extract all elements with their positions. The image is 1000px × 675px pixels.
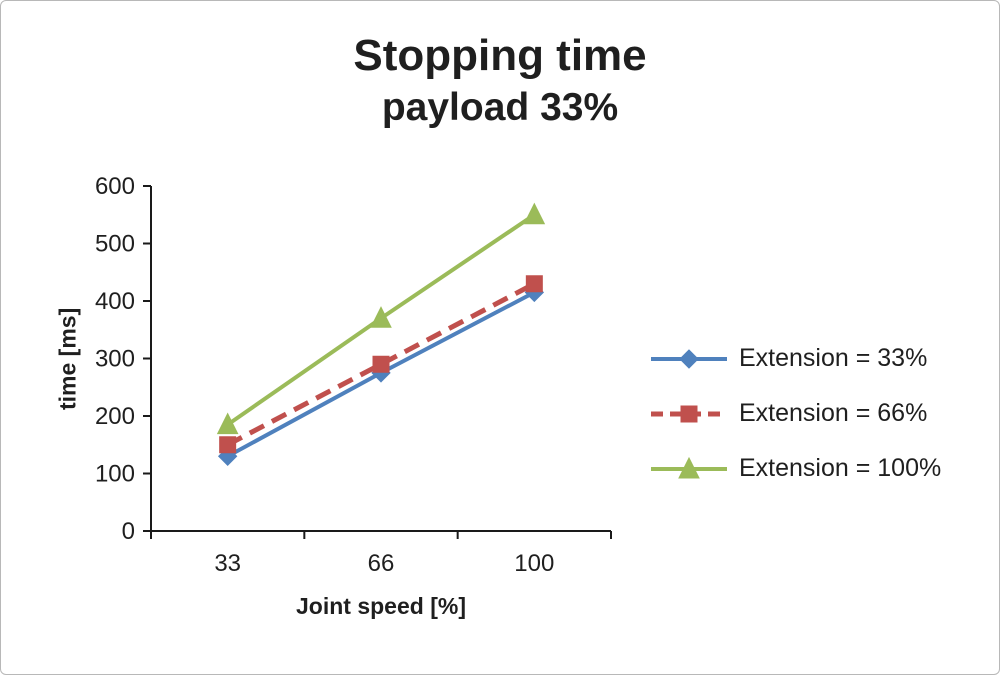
x-tick-label: 100 [514,550,554,577]
triangle-marker-icon [678,456,700,478]
legend-line-sample-icon [651,348,727,369]
x-tick-label: 66 [368,550,395,577]
square-marker-icon [680,405,698,422]
legend-entry: Extension = 66% [649,386,941,441]
chart-title: Stopping time [353,31,647,80]
y-axis-title: time [ms] [54,307,81,411]
diamond-marker-icon [679,348,699,369]
triangle-marker-icon [216,412,239,435]
legend-label: Extension = 66% [739,399,928,427]
y-tick-label: 300 [95,346,135,373]
y-tick-label: 600 [95,173,135,200]
square-marker-icon [372,355,390,373]
x-axis-title: Joint speed [%] [296,593,466,619]
legend-label: Extension = 100% [739,454,942,482]
legend-line-sample-icon [651,405,727,422]
y-tick-label: 0 [122,518,135,545]
title-block: Stopping time payload 33% [1,29,999,133]
square-marker-icon [219,436,237,454]
x-tick-label: 33 [214,550,241,577]
legend: Extension = 33% Extension = 66% Extensio… [649,331,941,496]
triangle-marker-icon [523,202,546,225]
y-tick-label: 200 [95,403,135,430]
triangle-marker-icon [370,306,392,328]
legend-label: Extension = 33% [739,344,928,372]
y-tick-label: 500 [95,231,135,258]
y-tick-label: 100 [95,461,135,488]
legend-entry: Extension = 100% [649,441,941,496]
legend-line-sample-icon [651,456,727,478]
legend-entry: Extension = 33% [649,331,941,386]
square-marker-icon [525,275,543,293]
y-tick-label: 400 [95,288,135,315]
chart-subtitle: payload 33% [381,86,619,129]
series-line-1 [226,281,536,447]
